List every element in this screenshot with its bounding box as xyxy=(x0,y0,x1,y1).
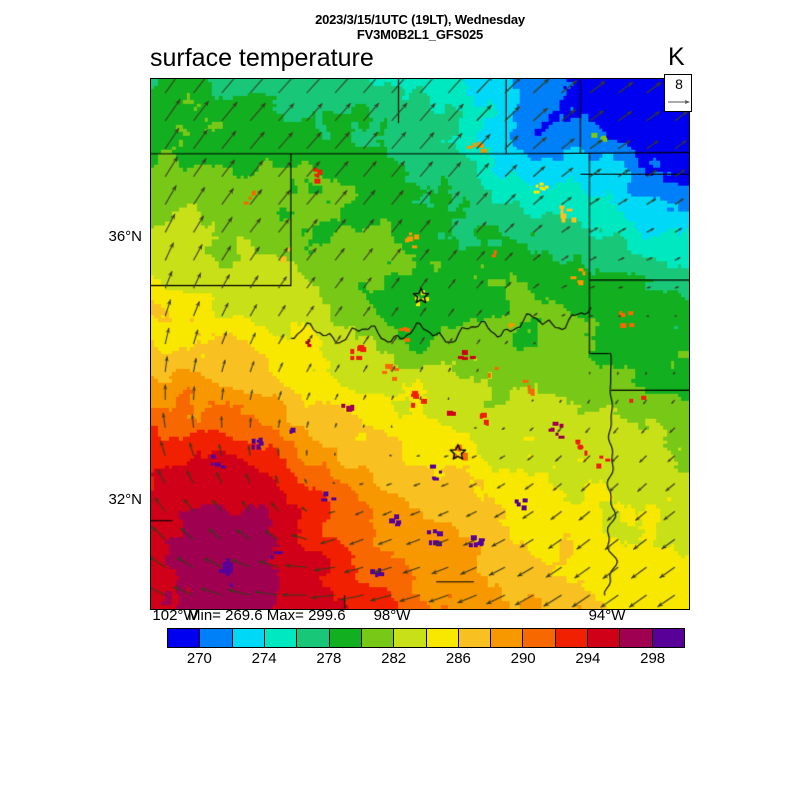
units-label: K xyxy=(668,43,685,71)
colorbar-segment xyxy=(426,629,459,647)
colorbar-tick-label: 282 xyxy=(381,650,407,667)
colorbar-segment xyxy=(458,629,492,647)
colorbar-segment xyxy=(200,629,233,647)
colorbar-segment xyxy=(523,629,556,647)
colorbar-tick-label: 290 xyxy=(510,650,536,667)
temperature-heatmap-canvas xyxy=(151,79,689,609)
colorbar-segment xyxy=(588,629,621,647)
lat-tick-label-32n: 32°N xyxy=(108,491,142,508)
colorbar-segment xyxy=(491,629,524,647)
colorbar-segment xyxy=(232,629,265,647)
colorbar-segment xyxy=(652,629,684,647)
header-block: 2023/3/15/1UTC (19LT), Wednesday FV3M0B2… xyxy=(150,12,690,42)
wind-arrow-icon xyxy=(668,100,690,104)
datetime-title: 2023/3/15/1UTC (19LT), Wednesday xyxy=(315,12,525,27)
colorbar-segment xyxy=(168,629,201,647)
lon-tick-label-94w: 94°W xyxy=(588,607,626,624)
colorbar-segment xyxy=(394,629,427,647)
colorbar-tick-label: 270 xyxy=(186,650,212,667)
colorbar-tick-label: 286 xyxy=(445,650,471,667)
colorbar-segment xyxy=(329,629,362,647)
colorbar-segment xyxy=(620,629,653,647)
colorbar-segment xyxy=(361,629,395,647)
wind-key-value: 8 xyxy=(675,76,683,92)
colorbar-tick-label: 298 xyxy=(640,650,666,667)
minmax-stats-label: Min= 269.6 Max= 299.6 xyxy=(188,607,346,624)
colorbar-segment xyxy=(297,629,330,647)
colorbar-segment xyxy=(555,629,589,647)
lon-tick-label-102w: 102°W xyxy=(152,607,198,624)
colorbar-segment xyxy=(264,629,298,647)
colorbar[interactable] xyxy=(167,628,685,648)
page-title: surface temperature xyxy=(150,44,374,72)
colorbar-tick-label: 278 xyxy=(316,650,342,667)
colorbar-tick-label: 274 xyxy=(251,650,277,667)
wind-vector-key: 8 xyxy=(664,74,692,112)
lat-tick-label-36n: 36°N xyxy=(108,228,142,245)
map-plot-area[interactable] xyxy=(150,78,690,610)
colorbar-tick-label: 294 xyxy=(575,650,601,667)
model-title: FV3M0B2L1_GFS025 xyxy=(356,27,484,42)
lon-tick-label-98w: 98°W xyxy=(373,607,411,624)
